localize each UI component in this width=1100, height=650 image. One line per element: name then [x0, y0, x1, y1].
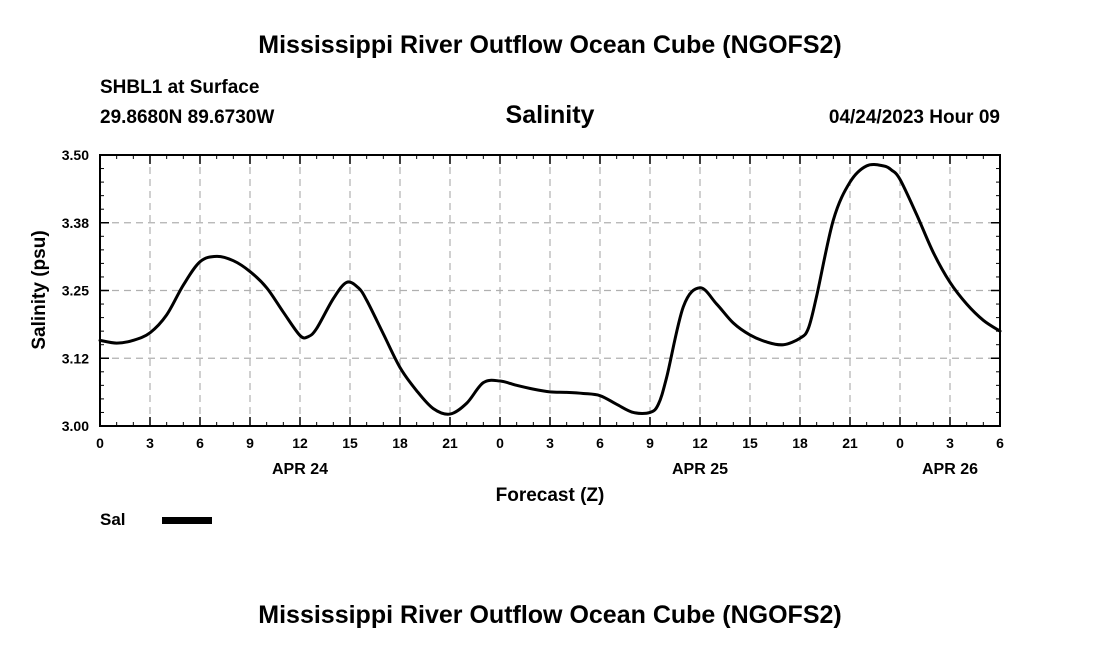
x-tick-label: 0: [496, 435, 504, 451]
y-tick-label: 3.38: [62, 215, 89, 231]
legend-line-swatch: [162, 517, 212, 524]
y-tick-label: 3.12: [62, 350, 89, 366]
x-tick-label: 9: [246, 435, 254, 451]
x-tick-label: 6: [196, 435, 204, 451]
date-label: APR 25: [672, 461, 728, 478]
x-tick-label: 9: [646, 435, 654, 451]
variable-title: Salinity: [505, 101, 595, 129]
station-coordinates: 29.8680N 89.6730W: [100, 107, 275, 128]
x-tick-label: 18: [392, 435, 408, 451]
x-tick-label: 12: [292, 435, 308, 451]
tick-labels: 0 3 6 9 12 15 18 21 0 3 6 9 12 15 18 21 0 3 6 3.00 3.12 3.25 3…: [62, 147, 1004, 478]
x-tick-label: 15: [742, 435, 758, 451]
plot-frame: [99, 154, 1001, 427]
forecast-datetime: 04/24/2023 Hour 09: [828, 107, 1000, 128]
footer-title: Mississippi River Outflow Ocean Cube (NG…: [258, 601, 842, 629]
x-tick-label: 0: [896, 435, 904, 451]
x-axis-label: Forecast (Z): [496, 485, 605, 506]
grid-lines: [100, 154, 1000, 427]
date-label: APR 26: [922, 461, 978, 478]
x-tick-label: 3: [946, 435, 954, 451]
x-tick-label: 6: [996, 435, 1004, 451]
x-tick-label: 18: [792, 435, 808, 451]
x-tick-label: 21: [442, 435, 458, 451]
station-name: SHBL1 at Surface: [100, 77, 260, 98]
x-tick-label: 3: [546, 435, 554, 451]
x-tick-label: 0: [96, 435, 104, 451]
chart-title: Mississippi River Outflow Ocean Cube (NG…: [258, 31, 842, 59]
x-tick-label: 6: [596, 435, 604, 451]
x-tick-label: 15: [342, 435, 358, 451]
x-tick-label: 21: [842, 435, 858, 451]
series-line-sal: [98, 162, 1002, 416]
series-layer: [98, 162, 1002, 416]
y-tick-label: 3.00: [62, 418, 89, 434]
y-axis-label: Salinity (psu): [29, 230, 50, 349]
legend-label: Sal: [100, 510, 126, 529]
x-tick-label: 3: [146, 435, 154, 451]
y-tick-label: 3.50: [62, 147, 89, 163]
date-label: APR 24: [272, 461, 328, 478]
x-tick-label: 12: [692, 435, 708, 451]
y-tick-label: 3.25: [62, 283, 89, 299]
